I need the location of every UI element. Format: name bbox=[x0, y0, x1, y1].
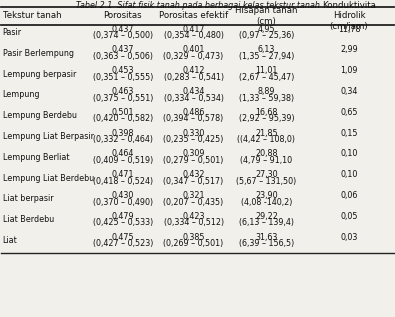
Text: 0,309: 0,309 bbox=[182, 149, 205, 158]
Text: 0,412: 0,412 bbox=[182, 66, 205, 75]
Text: (6,39 – 156,5): (6,39 – 156,5) bbox=[239, 239, 294, 248]
Text: 0,330: 0,330 bbox=[182, 129, 205, 138]
Text: 27,30: 27,30 bbox=[255, 170, 278, 179]
Text: (1,33 – 59,38): (1,33 – 59,38) bbox=[239, 94, 294, 103]
Text: (0,334 – 0,534): (0,334 – 0,534) bbox=[164, 94, 224, 103]
Text: Lempung berpasir: Lempung berpasir bbox=[3, 69, 76, 79]
Text: (0,394 – 0,578): (0,394 – 0,578) bbox=[164, 114, 224, 123]
Text: (0,235 – 0,425): (0,235 – 0,425) bbox=[164, 135, 224, 144]
Text: (0,97 – 25,36): (0,97 – 25,36) bbox=[239, 31, 294, 40]
Text: (4,79 – 91,10: (4,79 – 91,10 bbox=[240, 156, 292, 165]
Text: 0,65: 0,65 bbox=[340, 108, 358, 117]
Text: 0,475: 0,475 bbox=[111, 233, 134, 242]
Text: Lempung: Lempung bbox=[3, 90, 40, 99]
Text: Pasir: Pasir bbox=[3, 28, 22, 37]
Text: 0,423: 0,423 bbox=[182, 212, 205, 221]
Text: 11,01: 11,01 bbox=[255, 66, 278, 75]
Text: (0,425 – 0,533): (0,425 – 0,533) bbox=[92, 218, 153, 228]
Text: (2,92 – 95,39): (2,92 – 95,39) bbox=[239, 114, 294, 123]
Text: Porositas efektif: Porositas efektif bbox=[159, 11, 228, 20]
Text: 2,99: 2,99 bbox=[340, 45, 358, 55]
Text: 8,89: 8,89 bbox=[258, 87, 275, 96]
Text: Liat: Liat bbox=[3, 236, 17, 245]
Text: (0,332 – 0,464): (0,332 – 0,464) bbox=[93, 135, 153, 144]
Text: (4,08 -140,2): (4,08 -140,2) bbox=[241, 198, 292, 207]
Text: 0,463: 0,463 bbox=[111, 87, 134, 96]
Text: 0,501: 0,501 bbox=[111, 108, 134, 117]
Text: (0,409 – 0,519): (0,409 – 0,519) bbox=[92, 156, 153, 165]
Text: 0,430: 0,430 bbox=[111, 191, 134, 200]
Text: (6,13 – 139,4): (6,13 – 139,4) bbox=[239, 218, 294, 228]
Text: 0,05: 0,05 bbox=[340, 212, 358, 221]
Text: 29,22: 29,22 bbox=[255, 212, 278, 221]
Text: Tekstur tanah: Tekstur tanah bbox=[3, 11, 61, 20]
Text: (0,351 – 0,555): (0,351 – 0,555) bbox=[92, 73, 153, 82]
Text: 0,10: 0,10 bbox=[340, 149, 358, 158]
Text: 0,10: 0,10 bbox=[340, 170, 358, 179]
Text: (0,283 – 0,541): (0,283 – 0,541) bbox=[164, 73, 224, 82]
Text: Lempung Berliat: Lempung Berliat bbox=[3, 153, 69, 162]
Text: 0,486: 0,486 bbox=[182, 108, 205, 117]
Text: 0,398: 0,398 bbox=[111, 129, 134, 138]
Text: 0,464: 0,464 bbox=[111, 149, 134, 158]
Text: 0,401: 0,401 bbox=[182, 45, 205, 55]
Text: 0,15: 0,15 bbox=[340, 129, 358, 138]
Text: 0,437: 0,437 bbox=[111, 45, 134, 55]
Text: (0,334 – 0,512): (0,334 – 0,512) bbox=[164, 218, 224, 228]
Text: Liat Berdebu: Liat Berdebu bbox=[3, 215, 54, 224]
Text: (0,420 – 0,582): (0,420 – 0,582) bbox=[92, 114, 153, 123]
Text: Pasir Berlempung: Pasir Berlempung bbox=[3, 49, 73, 58]
Text: Konduktivita
Hidrolik
(cm/jam): Konduktivita Hidrolik (cm/jam) bbox=[322, 1, 376, 31]
Text: 0,453: 0,453 bbox=[111, 66, 134, 75]
Text: 0,434: 0,434 bbox=[182, 87, 205, 96]
Text: (0,329 – 0,473): (0,329 – 0,473) bbox=[164, 52, 224, 61]
Text: (0,375 – 0,551): (0,375 – 0,551) bbox=[92, 94, 153, 103]
Text: 16,68: 16,68 bbox=[255, 108, 278, 117]
Text: (5,67 – 131,50): (5,67 – 131,50) bbox=[236, 177, 297, 186]
Text: 31,63: 31,63 bbox=[255, 233, 278, 242]
Text: (0,374 – 0,500): (0,374 – 0,500) bbox=[93, 31, 153, 40]
Text: 0,432: 0,432 bbox=[182, 170, 205, 179]
Text: (2,67 – 45,47): (2,67 – 45,47) bbox=[239, 73, 294, 82]
Text: Tabel 2.1  Sifat fisik tanah pada berbagai kelas tekstur tanah: Tabel 2.1 Sifat fisik tanah pada berbaga… bbox=[75, 1, 320, 10]
Text: 23,90: 23,90 bbox=[255, 191, 278, 200]
Text: (0,279 – 0,501): (0,279 – 0,501) bbox=[164, 156, 224, 165]
Text: (0,354 – 0,480): (0,354 – 0,480) bbox=[164, 31, 224, 40]
Text: 0,479: 0,479 bbox=[111, 212, 134, 221]
Text: (0,363 – 0,506): (0,363 – 0,506) bbox=[93, 52, 153, 61]
Text: 0,34: 0,34 bbox=[340, 87, 358, 96]
Text: 0,03: 0,03 bbox=[340, 233, 358, 242]
Text: ((4,42 – 108,0): ((4,42 – 108,0) bbox=[237, 135, 295, 144]
Text: 4,95: 4,95 bbox=[258, 25, 275, 34]
Text: 0,437: 0,437 bbox=[111, 25, 134, 34]
Text: 0,06: 0,06 bbox=[340, 191, 358, 200]
Text: 0,385: 0,385 bbox=[182, 233, 205, 242]
Text: 21,85: 21,85 bbox=[255, 129, 278, 138]
Text: Lempung Liat Berdebu: Lempung Liat Berdebu bbox=[3, 173, 94, 183]
Text: 6,13: 6,13 bbox=[258, 45, 275, 55]
Text: (0,370 – 0,490): (0,370 – 0,490) bbox=[93, 198, 153, 207]
Text: (0,269 – 0,501): (0,269 – 0,501) bbox=[164, 239, 224, 248]
Text: Hisapan tanah
(cm): Hisapan tanah (cm) bbox=[235, 6, 297, 26]
Text: (0,347 – 0,517): (0,347 – 0,517) bbox=[164, 177, 224, 186]
Text: Lempung Berdebu: Lempung Berdebu bbox=[3, 111, 77, 120]
Text: Lempung Liat Berpasir: Lempung Liat Berpasir bbox=[3, 132, 94, 141]
Text: 11,78: 11,78 bbox=[338, 25, 360, 34]
Text: (1,35 – 27,94): (1,35 – 27,94) bbox=[239, 52, 294, 61]
Text: 0,417: 0,417 bbox=[182, 25, 205, 34]
Text: (0,418 – 0,524): (0,418 – 0,524) bbox=[93, 177, 153, 186]
Text: (0,427 – 0,523): (0,427 – 0,523) bbox=[92, 239, 153, 248]
Text: Porositas: Porositas bbox=[103, 11, 142, 20]
Text: 1,09: 1,09 bbox=[340, 66, 358, 75]
Text: Liat berpasir: Liat berpasir bbox=[3, 194, 53, 203]
Text: (0,207 – 0,435): (0,207 – 0,435) bbox=[164, 198, 224, 207]
Text: 0,321: 0,321 bbox=[182, 191, 205, 200]
Text: 20,88: 20,88 bbox=[255, 149, 278, 158]
Text: 0,471: 0,471 bbox=[111, 170, 134, 179]
